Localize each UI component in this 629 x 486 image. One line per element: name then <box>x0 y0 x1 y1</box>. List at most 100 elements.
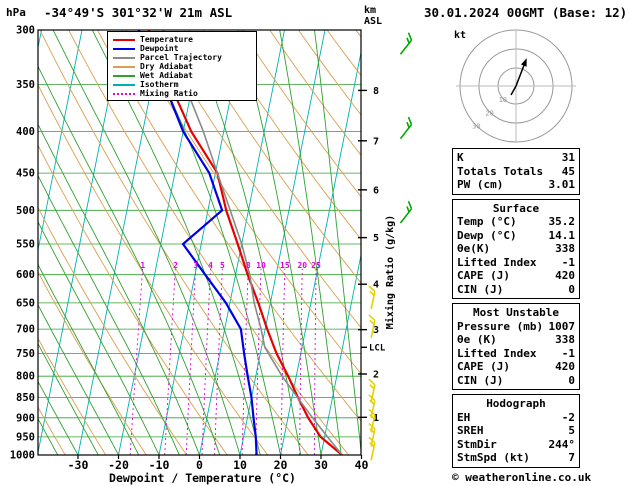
mixing-ratio-value-label: 20 <box>297 261 307 270</box>
dry-adiabat-line <box>38 206 188 455</box>
legend-item-label: Wet Adiabat <box>140 71 193 80</box>
pressure-tick-label: 750 <box>16 348 35 360</box>
stat-row: EH -2 <box>457 411 575 425</box>
legend-item-label: Temperature <box>140 35 193 44</box>
indices-box: K 31 Totals Totals 45 PW (cm) 3.01 <box>452 148 580 195</box>
lcl-label: LCL <box>369 343 386 353</box>
stat-row: SREH 5 <box>457 424 575 438</box>
stat-label: EH <box>457 410 471 424</box>
mixing-ratio-value-label: 15 <box>280 261 290 270</box>
pressure-tick-label: 550 <box>16 238 35 250</box>
mixing-ratio-line-swatch <box>113 92 135 95</box>
km-tick-label: 1 <box>373 413 379 424</box>
stat-label: K <box>457 151 464 164</box>
wet-adiabat-line <box>314 30 361 455</box>
stats-section-title: Hodograph <box>486 397 546 410</box>
mixing-ratio-value-label: 5 <box>220 261 225 270</box>
mixing-ratio-line <box>164 268 176 455</box>
stat-label: StmSpd (kt) <box>457 451 530 464</box>
wind-barb <box>399 32 413 55</box>
hodograph-stats-box: Hodograph EH -2 SREH 5 StmDir 244° StmSpd (kt) 7 <box>452 394 580 468</box>
stat-label: CAPE (J) <box>457 269 510 282</box>
temperature-line-swatch <box>113 38 135 41</box>
stat-value: 0 <box>568 282 575 296</box>
storm-vector-arrowhead <box>521 58 527 67</box>
isotherm-line <box>38 30 83 253</box>
plot-area <box>0 0 361 455</box>
copyright: © weatheronline.co.uk <box>452 470 592 484</box>
legend-item-label: Mixing Ratio <box>140 89 198 98</box>
pressure-tick-label: 400 <box>16 126 35 138</box>
parcel-trajectory-curve <box>162 30 343 455</box>
legend-item-label: Dry Adiabat <box>140 62 193 71</box>
stats-section-title: Most Unstable <box>472 306 560 319</box>
wet-adiabat-line <box>38 380 79 455</box>
stat-value: 420 <box>555 269 575 282</box>
legend-item-label: Dewpoint <box>140 44 179 53</box>
wet-adiabat-line <box>0 0 38 455</box>
mixing-ratio-line <box>185 268 197 455</box>
stat-row: θe (K) 338 <box>457 333 575 347</box>
pressure-tick-label: 1000 <box>10 450 35 462</box>
wind-barb <box>368 314 376 339</box>
wind-barb <box>399 116 413 140</box>
wet-adiabat-line <box>38 417 59 455</box>
dry-adiabat-line <box>183 30 361 284</box>
wet-adiabat-line <box>237 30 322 455</box>
dry-adiabat-line <box>240 30 361 198</box>
km-tick-label: 8 <box>373 86 379 97</box>
stat-label: Pressure (mb) <box>457 319 544 333</box>
dry-adiabat-line <box>96 30 361 422</box>
temp-tick-label: 20 <box>274 458 288 472</box>
stat-row: Temp (°C) 35.2 <box>457 215 575 229</box>
stat-label: CIN (J) <box>457 282 504 296</box>
stat-label: Totals Totals <box>457 164 544 178</box>
parcel-trajectory-line-swatch <box>113 56 135 59</box>
km-tick-label: 3 <box>373 325 379 336</box>
legend-item-parcel-trajectory: Parcel Trajectory <box>113 53 251 62</box>
stat-value: 338 <box>555 333 575 346</box>
stat-label: Lifted Index <box>457 255 537 269</box>
wet-adiabat-line <box>91 30 261 455</box>
km-tick-label: 7 <box>373 136 379 147</box>
temp-tick-label: 30 <box>314 458 328 472</box>
isotherm-line-swatch <box>113 83 135 86</box>
stat-label: θe(K) <box>457 242 491 255</box>
stat-row: PW (cm) 3.01 <box>457 178 575 192</box>
mixing-ratio-axis-label: Mixing Ratio (g/kg) <box>384 215 396 329</box>
temp-tick-label: -30 <box>68 458 89 472</box>
stat-value: 420 <box>555 360 575 373</box>
legend-item-dry-adiabat: Dry Adiabat <box>113 62 251 71</box>
dry-adiabat-line <box>38 83 269 455</box>
legend-item-temperature: Temperature <box>113 35 251 44</box>
stat-value: 338 <box>555 242 575 255</box>
stat-row: Dewp (°C) 14.1 <box>457 229 575 243</box>
wet-adiabat-line <box>38 174 180 455</box>
hodograph-ring-label: 30 <box>472 123 480 131</box>
wind-barb <box>368 394 376 419</box>
temp-tick-label: 40 <box>355 458 369 472</box>
datetime-title: 30.01.2024 00GMT (Base: 12) <box>424 5 628 20</box>
stat-row: StmDir 244° <box>457 438 575 452</box>
temp-tick-label: 0 <box>196 458 203 472</box>
stat-label: CIN (J) <box>457 373 504 387</box>
dry-adiabat-line <box>39 30 309 455</box>
shear-vector <box>510 85 517 96</box>
hodograph-unit-label: kt <box>454 30 467 41</box>
legend-item-label: Parcel Trajectory <box>140 53 222 62</box>
stat-label: SREH <box>457 424 484 437</box>
stat-value: 3.01 <box>548 178 576 191</box>
wind-barb <box>368 378 376 403</box>
wind-barb <box>368 285 376 310</box>
pressure-tick-label: 600 <box>16 269 35 281</box>
stat-value: -1 <box>561 346 575 360</box>
wind-barb <box>368 436 376 461</box>
stat-row: CAPE (J) 420 <box>457 269 575 283</box>
stat-row: Totals Totals 45 <box>457 165 575 179</box>
stat-label: Lifted Index <box>457 346 537 360</box>
stat-label: StmDir <box>457 437 497 451</box>
x-axis-label: Dewpoint / Temperature (°C) <box>109 471 296 485</box>
dewpoint-curve <box>137 30 258 455</box>
stat-value: 45 <box>561 164 575 178</box>
stat-label: CAPE (J) <box>457 360 510 373</box>
